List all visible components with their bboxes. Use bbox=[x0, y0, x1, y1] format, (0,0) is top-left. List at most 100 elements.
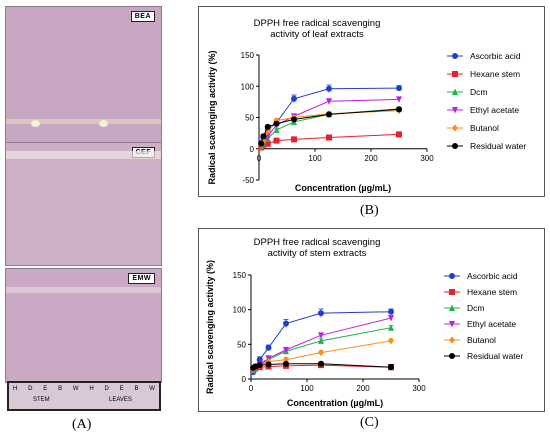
x-axis-label: Concentration (µg/mL) bbox=[295, 183, 391, 193]
legend-entry: Ethyl acetate bbox=[447, 105, 519, 115]
chart-title-line: DPPH free radical scavenging bbox=[254, 18, 381, 29]
lane-letter: H bbox=[89, 386, 94, 392]
lane-letter: E bbox=[119, 386, 124, 392]
lane-letter: B bbox=[134, 386, 139, 392]
tlc-strip-bea: BEA bbox=[5, 6, 162, 143]
y-tick-label: 50 bbox=[237, 340, 246, 349]
data-point bbox=[326, 134, 332, 141]
lane-label-bar: H D E B W H D E B W STEM LEAVES bbox=[7, 381, 161, 411]
data-point bbox=[318, 349, 324, 357]
x-tick-label: 0 bbox=[257, 154, 262, 163]
data-point bbox=[265, 344, 272, 351]
data-point bbox=[388, 337, 394, 345]
solvent-front bbox=[6, 151, 161, 159]
chart-title-line: DPPH free radical scavenging bbox=[254, 237, 381, 248]
legend-marker bbox=[452, 71, 458, 77]
y-tick-label: 100 bbox=[233, 306, 247, 315]
x-tick-label: 300 bbox=[420, 154, 434, 163]
legend-marker bbox=[452, 143, 458, 149]
data-point bbox=[318, 332, 324, 339]
y-tick-label: -50 bbox=[242, 176, 254, 185]
legend-marker bbox=[449, 353, 455, 359]
data-point bbox=[260, 133, 267, 140]
legend-label: Butanol bbox=[470, 123, 499, 133]
data-point bbox=[318, 310, 324, 317]
legend-marker bbox=[452, 53, 458, 59]
legend-label: Ascorbic acid bbox=[470, 51, 521, 61]
data-point bbox=[265, 361, 272, 368]
legend-label: Ethyl acetate bbox=[470, 105, 519, 115]
data-point bbox=[264, 140, 271, 147]
legend-marker bbox=[449, 289, 455, 295]
lane-letter: H bbox=[13, 386, 18, 392]
legend-label: Dcm bbox=[467, 303, 484, 313]
lane-letter: E bbox=[43, 386, 48, 392]
legend-marker bbox=[449, 273, 455, 279]
chart-title-line: activity of stem extracts bbox=[268, 248, 367, 259]
data-point bbox=[291, 116, 297, 123]
x-tick-label: 300 bbox=[412, 384, 426, 393]
data-point bbox=[388, 364, 394, 371]
y-axis-label: Radical scavenging activity (%) bbox=[205, 260, 215, 394]
legend-marker bbox=[449, 336, 455, 344]
data-point bbox=[326, 111, 332, 118]
series-hexane-stem bbox=[258, 131, 402, 151]
data-point bbox=[283, 360, 289, 367]
y-tick-label: 100 bbox=[241, 82, 255, 91]
y-tick-label: 50 bbox=[245, 114, 254, 123]
legend-marker bbox=[452, 107, 458, 114]
legend-marker bbox=[449, 304, 455, 311]
legend-entry: Residual water bbox=[444, 351, 523, 361]
legend-label: Ascorbic acid bbox=[467, 271, 518, 281]
strip-label-emw: EMW bbox=[128, 273, 155, 284]
legend-entry: Dcm bbox=[447, 87, 487, 97]
data-point bbox=[273, 126, 280, 133]
legend-entry: Butanol bbox=[447, 123, 499, 133]
y-tick-label: 150 bbox=[233, 271, 247, 280]
stem-extract-chart: DPPH free radical scavenging activity of … bbox=[198, 228, 545, 412]
panel-label-b: (B) bbox=[360, 203, 379, 218]
legend-entry: Ethyl acetate bbox=[444, 319, 516, 329]
legend-label: Residual water bbox=[470, 141, 526, 151]
lane-letter: D bbox=[104, 386, 109, 392]
legend-label: Residual water bbox=[467, 351, 523, 361]
data-point bbox=[388, 308, 394, 315]
data-point bbox=[283, 346, 289, 354]
solvent-front bbox=[6, 119, 161, 124]
y-axis-label: Radical scavenging activity (%) bbox=[207, 50, 217, 184]
strip-label-bea: BEA bbox=[130, 11, 155, 22]
data-point bbox=[273, 120, 280, 127]
legend-label: Butanol bbox=[467, 335, 496, 345]
legend-entry: Ascorbic acid bbox=[447, 51, 521, 61]
data-point bbox=[318, 337, 324, 344]
lane-letter: W bbox=[149, 386, 155, 392]
legend-label: Hexane stem bbox=[467, 287, 517, 297]
data-point bbox=[256, 362, 263, 369]
data-point bbox=[396, 85, 402, 92]
legend-entry: Hexane stem bbox=[447, 69, 520, 79]
series-residual-water bbox=[258, 106, 402, 147]
data-point bbox=[326, 85, 332, 92]
lane-letters: H D E B W H D E B W bbox=[13, 386, 155, 392]
data-point bbox=[264, 127, 271, 135]
data-point bbox=[283, 320, 289, 327]
legend-entry: Dcm bbox=[444, 303, 484, 313]
data-point bbox=[388, 324, 394, 331]
legend-label: Hexane stem bbox=[470, 69, 520, 79]
legend-entry: Hexane stem bbox=[444, 287, 517, 297]
data-point bbox=[256, 356, 263, 363]
legend-label: Dcm bbox=[470, 87, 487, 97]
y-tick-label: 0 bbox=[250, 145, 255, 154]
x-tick-label: 100 bbox=[308, 154, 322, 163]
lane-letter: B bbox=[58, 386, 63, 392]
legend-label: Ethyl acetate bbox=[467, 319, 516, 329]
data-point bbox=[291, 136, 297, 143]
x-tick-label: 100 bbox=[300, 384, 314, 393]
panel-label-a: (A) bbox=[72, 417, 92, 432]
tlc-spot bbox=[31, 120, 40, 127]
leaf-extract-chart: DPPH free radical scavenging activity of … bbox=[198, 6, 545, 197]
